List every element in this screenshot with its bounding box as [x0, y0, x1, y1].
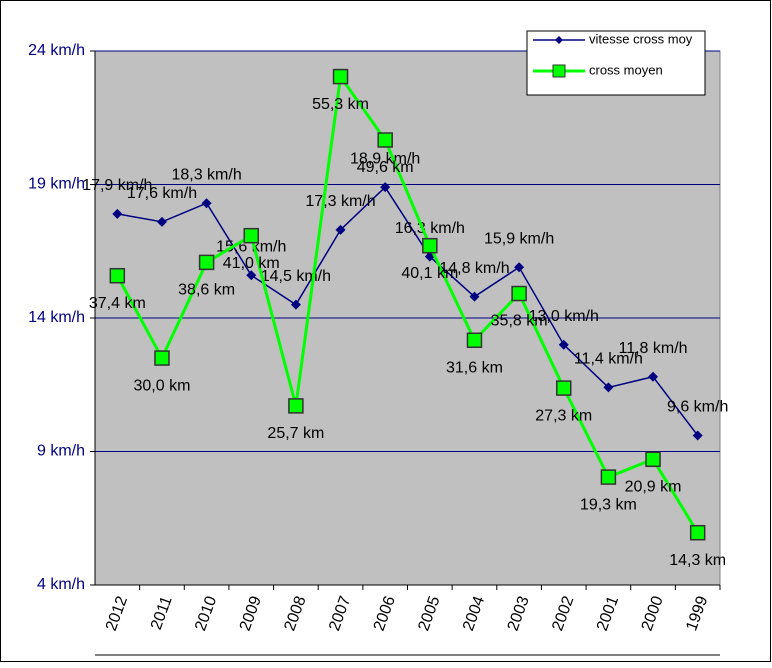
marker [154, 350, 170, 366]
data-label: 15,6 km/h [216, 238, 286, 255]
series-line [117, 185, 699, 436]
marker [243, 227, 259, 244]
legend-marker [555, 36, 563, 44]
marker [380, 182, 391, 193]
data-label: 9,6 km/h [667, 399, 728, 416]
data-label: 14,8 km/h [439, 260, 509, 277]
marker [692, 430, 703, 441]
data-label: 35,8 km [491, 313, 548, 330]
legend-label: cross moyen [589, 62, 663, 77]
data-label: 14,3 km [669, 552, 726, 569]
y-tick-label: 24 km/h [28, 42, 85, 59]
marker [648, 371, 659, 382]
y-tick-label: 14 km/h [28, 309, 85, 326]
data-label: 11,8 km/h [618, 340, 687, 357]
data-label: 18,9 km/h [350, 150, 420, 167]
marker [511, 285, 527, 302]
marker [600, 469, 617, 485]
y-tick-label: 19 km/h [28, 176, 85, 193]
data-label: 17,3 km/h [305, 193, 375, 210]
data-label: 19,3 km [580, 496, 637, 513]
marker [198, 254, 215, 271]
marker [556, 380, 572, 396]
marker [335, 224, 346, 235]
marker [246, 270, 257, 281]
legend: vitesse cross moy cross moyen [526, 30, 706, 96]
marker [112, 208, 123, 219]
marker [288, 398, 304, 414]
marker [422, 237, 438, 254]
data-label: 17,6 km/h [127, 185, 197, 202]
data-label: 11,4 km/h [574, 351, 643, 368]
data-label: 16,3 km/h [395, 220, 465, 237]
data-label: 37,4 km [89, 295, 146, 312]
data-label: 27,3 km [535, 407, 592, 424]
data-label: 15,9 km/h [484, 230, 554, 247]
legend-label: vitesse cross moy [589, 31, 693, 46]
data-label: 25,7 km [267, 425, 324, 442]
y-tick-label: 4 km/h [37, 576, 85, 593]
marks: 17,9 km/h17,6 km/h18,3 km/h15,6 km/h14,5… [82, 68, 728, 569]
data-label: 13,0 km/h [529, 308, 599, 325]
marker [469, 291, 480, 302]
data-label: 41,0 km [223, 255, 280, 272]
data-label: 31,6 km [446, 359, 503, 376]
marker [332, 68, 349, 85]
marker [377, 132, 393, 148]
marker [109, 267, 126, 284]
data-label: 30,0 km [134, 377, 191, 394]
data-label: 17,9 km/h [82, 177, 152, 194]
data-label: 49,6 km [357, 159, 414, 176]
data-label: 18,3 km/h [171, 166, 241, 183]
marker [603, 382, 614, 393]
data-label: 40,1 km [401, 265, 458, 282]
data-label: 20,9 km [625, 479, 682, 496]
marker [689, 524, 706, 541]
data-label: 38,6 km [178, 282, 235, 299]
marker [514, 262, 525, 273]
data-label: 55,3 km [312, 96, 369, 113]
marker [645, 451, 661, 468]
y-tick-label: 9 km/h [37, 443, 85, 460]
marker [201, 198, 212, 209]
marker [466, 332, 483, 348]
marker [290, 299, 301, 310]
marker [156, 216, 167, 227]
legend-marker [552, 64, 566, 78]
marker [558, 339, 569, 350]
